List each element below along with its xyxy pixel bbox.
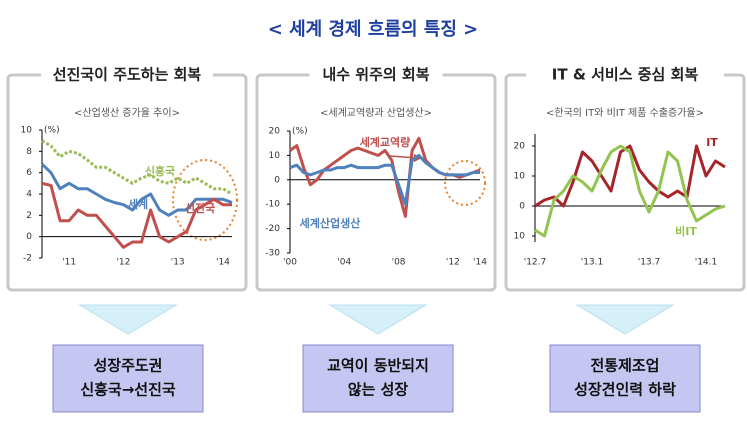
series-line xyxy=(534,144,726,238)
y-tick-label: -20 xyxy=(265,224,280,234)
y-tick-label: -30 xyxy=(265,249,280,259)
down-arrow xyxy=(78,304,178,335)
x-tick-label: '00 xyxy=(283,258,297,268)
series-label: 세계 xyxy=(128,197,148,211)
x-tick-label: '13.1 xyxy=(581,258,604,268)
conclusion-text: 신흥국→선진국 xyxy=(80,381,176,399)
series-line xyxy=(534,144,726,208)
series-label: 세계산업생산 xyxy=(300,216,361,230)
x-tick-label: '13 xyxy=(171,258,185,268)
panel-header: 선진국이 주도하는 회복 xyxy=(53,66,202,84)
y-tick-label: 2 xyxy=(26,211,32,221)
chart-subtitle: <세계교역량과 산업생산> xyxy=(320,106,432,119)
series-line xyxy=(41,139,233,196)
conclusion-text: 전통제조업 xyxy=(590,357,659,375)
conclusion-box xyxy=(549,344,701,413)
down-arrow xyxy=(575,304,675,335)
x-tick-label: '14 xyxy=(216,258,230,268)
y-tick-label: 0 xyxy=(274,175,280,185)
panel-header: 내수 위주의 회복 xyxy=(322,66,429,84)
x-tick-label: '13.7 xyxy=(638,258,661,268)
highlight-ellipse xyxy=(172,159,238,241)
y-tick-label: 10 xyxy=(269,151,281,161)
conclusion-text: 않는 성장 xyxy=(348,381,409,399)
chart-subtitle: <산업생산 증가율 추이> xyxy=(74,106,180,119)
conclusion-text: 성장견인력 하락 xyxy=(574,381,676,399)
y-tick-label: 8 xyxy=(26,147,32,157)
highlight-ellipse xyxy=(444,160,486,206)
down-arrow xyxy=(328,304,428,335)
x-tick-label: '12.7 xyxy=(524,258,547,268)
y-tick-label: 0 xyxy=(26,232,32,242)
series-label: 선진국 xyxy=(185,201,215,215)
x-tick-label: '14 xyxy=(473,258,487,268)
conclusion-box xyxy=(52,344,204,413)
x-tick-label: '08 xyxy=(392,258,406,268)
y-tick-label: 20 xyxy=(514,142,526,152)
x-tick-label: '12 xyxy=(116,258,130,268)
series-label: 비IT xyxy=(675,224,697,238)
y-tick-label: 20 xyxy=(269,127,281,137)
y-tick-label: 10 xyxy=(514,232,526,242)
y-tick-label: 4 xyxy=(26,190,32,200)
conclusion-box xyxy=(302,344,454,413)
chart-subtitle: <한국의 IT와 비IT 제품 수출증가율> xyxy=(546,107,704,119)
series-line xyxy=(40,163,233,217)
series-label: IT xyxy=(706,136,718,149)
header-bg xyxy=(41,64,213,86)
series-line xyxy=(289,153,480,206)
conclusion-text: 성장주도권 xyxy=(93,357,162,375)
y-axis-label: (%) xyxy=(292,127,308,137)
y-tick-label: -2 xyxy=(23,254,32,264)
y-tick-label: 6 xyxy=(26,168,32,178)
conclusion-text: 교역이 동반되지 xyxy=(327,357,429,375)
x-tick-label: '14.1 xyxy=(695,258,718,268)
y-tick-label: 10 xyxy=(21,126,33,136)
header-bg xyxy=(526,64,724,86)
x-tick-label: '04 xyxy=(337,258,351,268)
panel-header: IT & 서비스 중심 회복 xyxy=(552,66,699,84)
x-tick-label: '12 xyxy=(446,258,460,268)
series-line xyxy=(41,181,232,249)
series-line xyxy=(289,136,481,218)
series-label: 신흥국 xyxy=(145,164,175,178)
y-tick-label: -10 xyxy=(265,200,280,210)
series-label: 세계교역량 xyxy=(360,135,411,149)
y-tick-label: 10 xyxy=(514,172,526,182)
main-title: < 세계 경제 흐름의 특징 > xyxy=(268,19,479,40)
header-bg xyxy=(309,64,443,86)
y-tick-label: 0 xyxy=(519,202,525,212)
x-tick-label: '11 xyxy=(62,258,76,268)
y-axis-label: (%) xyxy=(44,126,60,136)
